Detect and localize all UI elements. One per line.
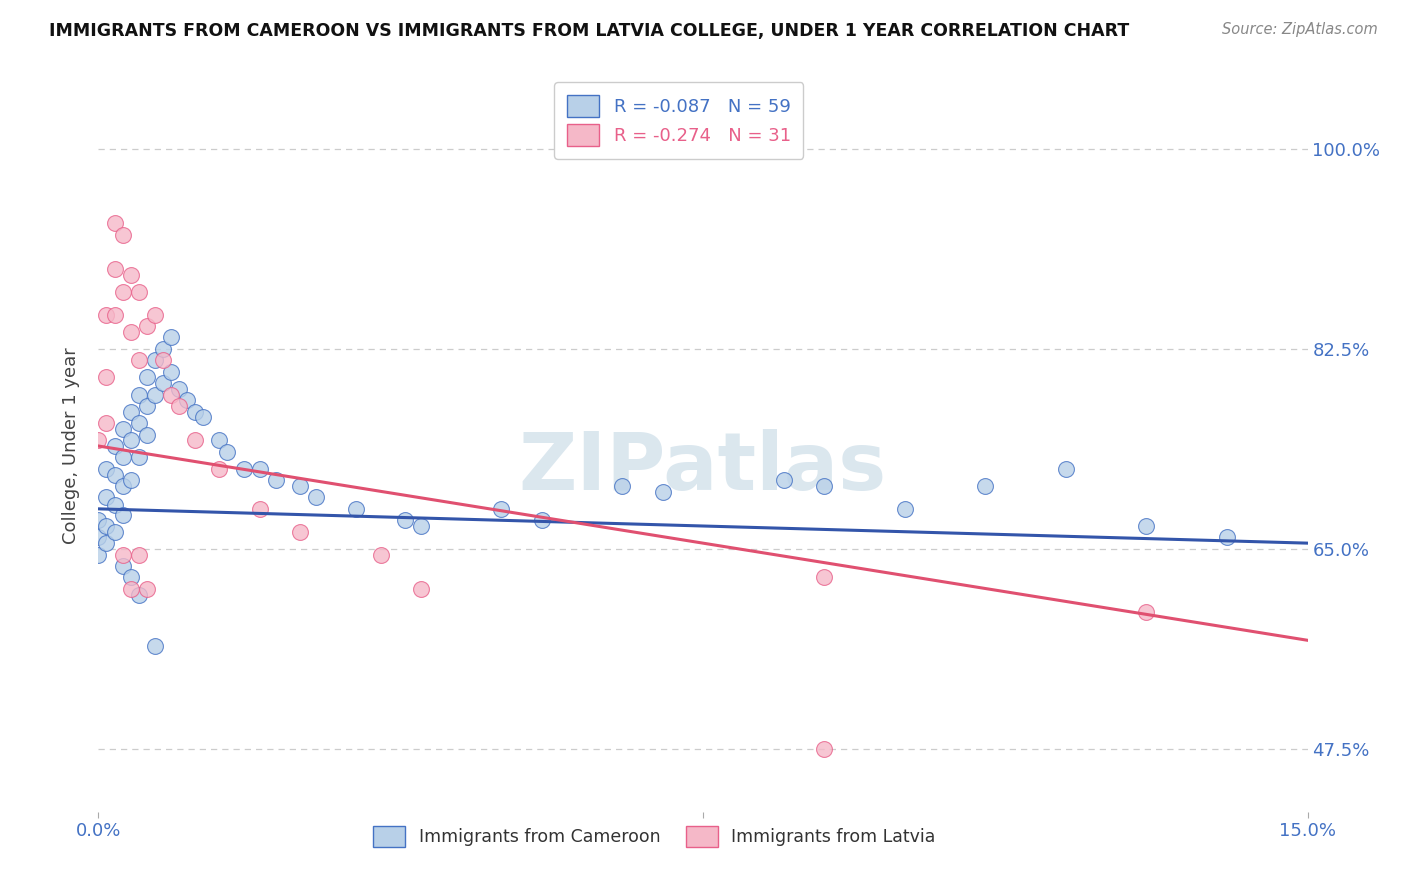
Point bbox=[128, 353, 150, 368]
Point bbox=[208, 434, 231, 448]
Point bbox=[111, 508, 134, 522]
Point bbox=[160, 387, 183, 401]
Point bbox=[103, 467, 125, 482]
Point bbox=[160, 330, 183, 344]
Point bbox=[135, 318, 157, 333]
Point bbox=[103, 216, 125, 230]
Point bbox=[344, 501, 367, 516]
Point bbox=[120, 268, 142, 282]
Point bbox=[128, 548, 150, 562]
Point bbox=[111, 450, 134, 465]
Point bbox=[152, 376, 174, 391]
Point bbox=[143, 639, 166, 653]
Point bbox=[143, 308, 166, 322]
Text: ZIPatlas: ZIPatlas bbox=[519, 429, 887, 507]
Point bbox=[232, 462, 254, 476]
Point bbox=[370, 548, 392, 562]
Point bbox=[128, 416, 150, 430]
Point bbox=[135, 370, 157, 384]
Point bbox=[409, 582, 432, 596]
Point bbox=[111, 559, 134, 574]
Point bbox=[772, 473, 794, 487]
Point bbox=[96, 462, 118, 476]
Point bbox=[1135, 519, 1157, 533]
Point bbox=[96, 519, 118, 533]
Point bbox=[288, 524, 311, 539]
Point bbox=[111, 479, 134, 493]
Point bbox=[893, 501, 915, 516]
Text: IMMIGRANTS FROM CAMEROON VS IMMIGRANTS FROM LATVIA COLLEGE, UNDER 1 YEAR CORRELA: IMMIGRANTS FROM CAMEROON VS IMMIGRANTS F… bbox=[49, 22, 1129, 40]
Point bbox=[128, 387, 150, 401]
Point bbox=[87, 548, 110, 562]
Point bbox=[103, 499, 125, 513]
Point bbox=[208, 462, 231, 476]
Point bbox=[184, 405, 207, 419]
Point bbox=[1135, 605, 1157, 619]
Point bbox=[288, 479, 311, 493]
Point bbox=[217, 444, 239, 458]
Point bbox=[120, 582, 142, 596]
Point bbox=[120, 325, 142, 339]
Point bbox=[612, 479, 634, 493]
Point bbox=[128, 450, 150, 465]
Point bbox=[813, 479, 835, 493]
Point bbox=[135, 427, 157, 442]
Point bbox=[96, 370, 118, 384]
Point bbox=[87, 513, 110, 527]
Point bbox=[120, 405, 142, 419]
Point bbox=[103, 308, 125, 322]
Point bbox=[96, 308, 118, 322]
Point bbox=[491, 501, 513, 516]
Y-axis label: College, Under 1 year: College, Under 1 year bbox=[62, 348, 80, 544]
Point bbox=[87, 434, 110, 448]
Point bbox=[530, 513, 553, 527]
Point bbox=[103, 261, 125, 276]
Point bbox=[394, 513, 416, 527]
Point bbox=[96, 416, 118, 430]
Point bbox=[143, 387, 166, 401]
Point bbox=[167, 399, 190, 413]
Legend: Immigrants from Cameroon, Immigrants from Latvia: Immigrants from Cameroon, Immigrants fro… bbox=[367, 819, 943, 855]
Point bbox=[143, 353, 166, 368]
Point bbox=[128, 285, 150, 299]
Point bbox=[135, 399, 157, 413]
Point bbox=[651, 484, 673, 499]
Point bbox=[249, 501, 271, 516]
Point bbox=[120, 434, 142, 448]
Point bbox=[249, 462, 271, 476]
Point bbox=[120, 570, 142, 584]
Point bbox=[128, 588, 150, 602]
Point bbox=[87, 530, 110, 544]
Point bbox=[176, 393, 198, 408]
Point bbox=[305, 491, 328, 505]
Point bbox=[111, 285, 134, 299]
Point bbox=[120, 473, 142, 487]
Point bbox=[111, 227, 134, 242]
Point bbox=[160, 365, 183, 379]
Point bbox=[813, 570, 835, 584]
Point bbox=[111, 422, 134, 436]
Point bbox=[264, 473, 287, 487]
Point bbox=[193, 410, 215, 425]
Text: Source: ZipAtlas.com: Source: ZipAtlas.com bbox=[1222, 22, 1378, 37]
Point bbox=[103, 524, 125, 539]
Point bbox=[111, 548, 134, 562]
Point bbox=[103, 439, 125, 453]
Point bbox=[152, 342, 174, 356]
Point bbox=[167, 382, 190, 396]
Point bbox=[152, 353, 174, 368]
Point bbox=[409, 519, 432, 533]
Point bbox=[184, 434, 207, 448]
Point bbox=[96, 491, 118, 505]
Point bbox=[1216, 530, 1239, 544]
Point bbox=[813, 742, 835, 756]
Point bbox=[974, 479, 997, 493]
Point bbox=[96, 536, 118, 550]
Point bbox=[135, 582, 157, 596]
Point bbox=[1054, 462, 1077, 476]
